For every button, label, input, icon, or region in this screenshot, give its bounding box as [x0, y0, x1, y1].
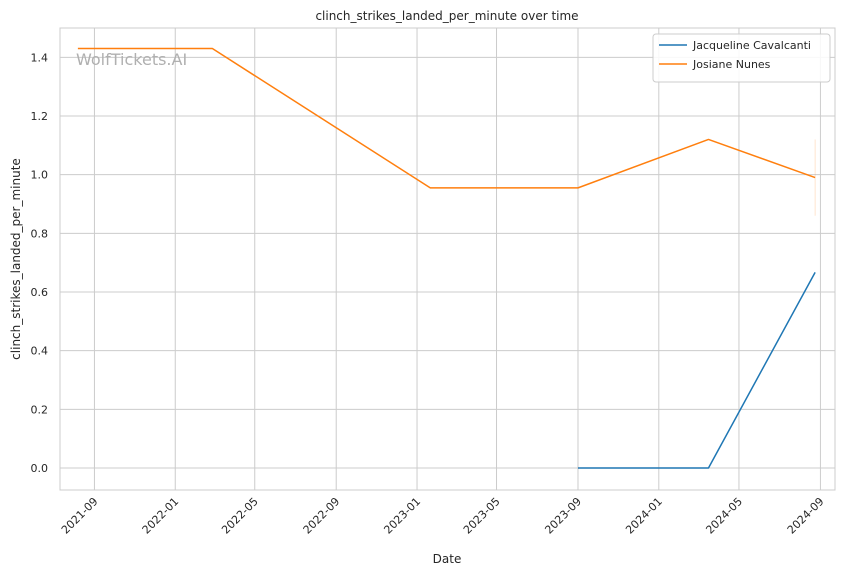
- plot-frame: [59, 27, 836, 491]
- legend-box: [652, 33, 831, 83]
- y-tick-label: 0.0: [31, 462, 49, 475]
- chart-title: clinch_strikes_landed_per_minute over ti…: [315, 9, 578, 23]
- grid: [60, 28, 835, 490]
- y-tick-label: 1.4: [31, 51, 49, 64]
- legend-label: Jacqueline Cavalcanti: [692, 39, 811, 52]
- legend-label: Josiane Nunes: [692, 58, 771, 71]
- y-tick-label: 0.2: [31, 403, 49, 416]
- series-lines: [77, 47, 816, 469]
- watermark: WolfTickets.AI: [76, 50, 187, 69]
- y-axis-title: clinch_strikes_landed_per_minute: [9, 158, 23, 360]
- series-line-1: [77, 47, 816, 189]
- legend: Jacqueline Cavalcanti Josiane Nunes: [652, 33, 831, 83]
- y-axis-ticks: 0.0 0.2 0.4 0.6 0.8 1.0 1.2 1.4: [31, 51, 49, 475]
- y-tick-label: 0.4: [31, 345, 49, 358]
- y-tick-label: 1.2: [31, 110, 49, 123]
- x-axis-title: Date: [433, 552, 462, 566]
- y-tick-label: 0.8: [31, 227, 49, 240]
- series-line-0: [577, 271, 816, 469]
- y-tick-label: 0.6: [31, 286, 49, 299]
- y-tick-label: 1.0: [31, 169, 49, 182]
